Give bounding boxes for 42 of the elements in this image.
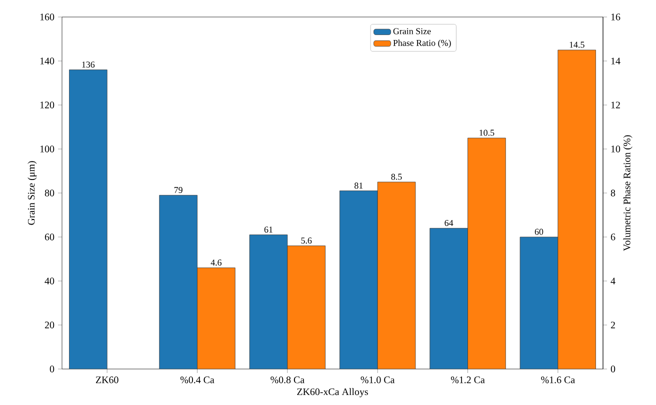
y-tick-label: 120	[40, 102, 54, 108]
legend-label: Grain Size	[393, 28, 431, 34]
y-tick-label: 140	[40, 58, 54, 64]
data-label: 5.6	[301, 238, 312, 244]
y-tick-label: 80	[44, 190, 54, 196]
data-label: 8.5	[391, 174, 402, 180]
y-tick-label: 60	[44, 234, 54, 240]
x-axis-title: ZK60-xCa Alloys	[297, 388, 368, 398]
data-label: 14.5	[570, 42, 584, 48]
x-tick-label: %0.8 Ca	[270, 376, 304, 384]
y2-tick-label: 16	[611, 14, 620, 20]
data-label: 4.6	[210, 260, 222, 266]
data-label: 64	[444, 220, 454, 226]
data-label: 10.5	[480, 130, 494, 136]
y2-tick-label: 4	[610, 278, 616, 284]
y2-tick-label: 2	[610, 322, 615, 328]
x-tick-label: %1.0 Ca	[360, 376, 395, 384]
x-tick-label: ZK60	[96, 376, 118, 384]
y-tick-label: 20	[44, 322, 54, 328]
y-axis-title: Grain Size (μm)	[28, 161, 37, 225]
y2-tick-label: 8	[610, 190, 616, 196]
y2-tick-label: 10	[611, 146, 620, 152]
legend-label: Phase Ratio (%)	[393, 40, 451, 48]
y2-tick-label: 12	[611, 102, 620, 108]
y2-tick-label: 14	[611, 58, 620, 64]
bar	[69, 70, 108, 369]
y2-tick-label: 6	[610, 234, 616, 240]
y2-axis-title: Volumetric Phase Ration (%)	[623, 135, 632, 252]
data-label: 60	[534, 228, 544, 235]
x-tick-label: %0.4 Ca	[180, 376, 214, 384]
data-label: 136	[82, 62, 95, 68]
bar	[558, 50, 596, 369]
x-tick-label: %1.2 Ca	[450, 376, 485, 384]
x-tick-label: %1.6 Ca	[541, 376, 575, 384]
data-label: 79	[174, 186, 182, 194]
data-label: 61	[264, 226, 272, 233]
data-label: 81	[354, 182, 363, 189]
y2-tick-label: 0	[610, 366, 616, 372]
y-tick-label: 160	[40, 14, 54, 20]
y-tick-label: 100	[40, 146, 54, 152]
y-tick-label: 40	[44, 278, 54, 284]
y-tick-label: 0	[50, 366, 54, 372]
